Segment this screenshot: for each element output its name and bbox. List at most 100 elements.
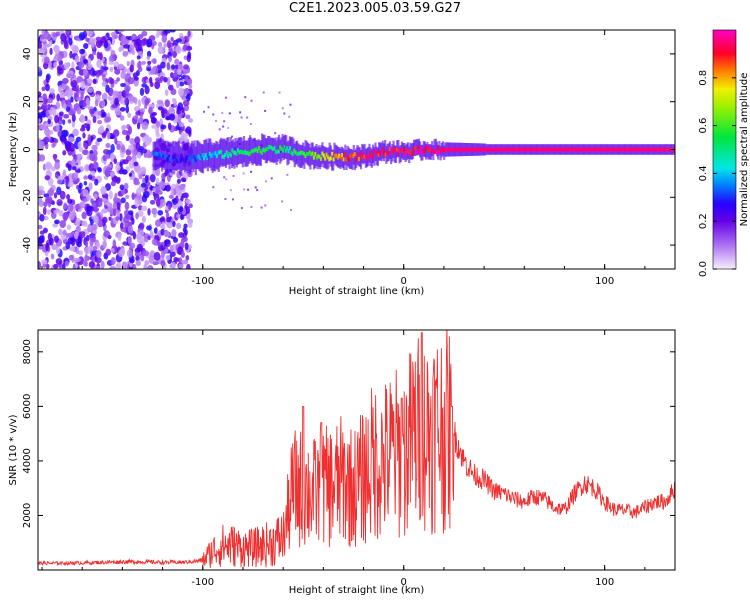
heatmap-noise-cell bbox=[59, 190, 66, 200]
heatmap-ridge-cell bbox=[502, 147, 505, 152]
heatmap-noise-cell bbox=[43, 30, 50, 40]
heatmap-ridge-cell bbox=[194, 158, 197, 163]
heatmap-ridge-halo bbox=[320, 145, 323, 168]
heatmap-noise-cell bbox=[156, 120, 160, 128]
heatmap-noise-cell bbox=[97, 126, 105, 134]
heatmap-noise-cell bbox=[128, 160, 135, 169]
colorbar-tick-label: 0.8 bbox=[698, 70, 709, 86]
heatmap-noise-cell bbox=[174, 195, 179, 204]
heatmap-noise-cell bbox=[110, 170, 115, 177]
heatmap-ridge-cell bbox=[483, 147, 486, 152]
heatmap-ridge-cell bbox=[335, 153, 338, 158]
heatmap-ridge-cell bbox=[397, 151, 400, 156]
heatmap-ridge-halo bbox=[304, 139, 307, 163]
heatmap-ridge-halo bbox=[291, 136, 294, 161]
colorbar-segment bbox=[713, 223, 736, 226]
heatmap-noise-cell bbox=[227, 126, 230, 129]
heatmap-noise-cell bbox=[67, 203, 74, 212]
heatmap-ridge-halo bbox=[390, 146, 393, 165]
heatmap-noise-cell bbox=[44, 175, 51, 181]
heatmap-noise-cell bbox=[80, 99, 87, 108]
heatmap-ridge-cell bbox=[196, 155, 199, 160]
heatmap-ridge-cell bbox=[557, 147, 560, 152]
heatmap-noise-cell bbox=[66, 193, 71, 200]
colorbar-segment bbox=[713, 143, 736, 147]
heatmap-ridge-cell bbox=[348, 157, 351, 162]
heatmap-ridge-cell bbox=[387, 151, 390, 156]
heatmap-noise-cell bbox=[247, 188, 250, 191]
heatmap-noise-cell bbox=[38, 97, 44, 105]
heatmap-noise-cell bbox=[64, 260, 70, 267]
heatmap-noise-cell bbox=[45, 110, 49, 117]
heatmap-noise-cell bbox=[186, 263, 191, 269]
heatmap-noise-cell bbox=[50, 253, 55, 260]
colorbar-segment bbox=[713, 187, 736, 190]
heatmap-noise-cell bbox=[110, 134, 116, 140]
heatmap-noise-cell bbox=[119, 115, 125, 121]
heatmap-noise-cell bbox=[85, 37, 90, 42]
heatmap-ridge-cell bbox=[197, 154, 200, 159]
heatmap-noise-cell bbox=[222, 125, 225, 128]
heatmap-ridge-cell bbox=[443, 147, 446, 152]
heatmap-noise-cell bbox=[86, 30, 93, 37]
heatmap-ridge-cell bbox=[414, 146, 417, 151]
heatmap-noise-cell bbox=[85, 97, 90, 106]
heatmap-ridge-cell bbox=[440, 147, 443, 152]
heatmap-noise-cell bbox=[92, 245, 98, 252]
heatmap-noise-cell bbox=[114, 192, 118, 202]
heatmap-ridge-cell bbox=[419, 146, 422, 151]
heatmap-noise-cell bbox=[38, 224, 43, 230]
heatmap-noise-cell bbox=[96, 51, 101, 60]
heatmap-ridge-cell bbox=[616, 147, 619, 152]
line-y-tick-label: 2000 bbox=[22, 503, 33, 528]
heatmap-ridge-cell bbox=[408, 149, 411, 154]
heatmap-noise-cell bbox=[67, 237, 74, 245]
heatmap-ridge-halo bbox=[443, 145, 446, 160]
heatmap-ridge-cell bbox=[208, 151, 211, 156]
heatmap-ridge-halo bbox=[393, 145, 396, 163]
heatmap-noise-cell bbox=[110, 181, 116, 187]
heatmap-noise-cell bbox=[260, 206, 263, 209]
heatmap-noise-cell bbox=[71, 158, 76, 167]
heatmap-ridge-cell bbox=[290, 150, 293, 155]
heatmap-noise-cell bbox=[128, 210, 134, 216]
colorbar-segment bbox=[713, 131, 736, 135]
heatmap-ridge-cell bbox=[363, 154, 366, 159]
heatmap-ridge-cell bbox=[574, 147, 577, 152]
heatmap-ridge-cell bbox=[449, 147, 452, 152]
heatmap-noise-cell bbox=[286, 173, 289, 176]
heatmap-ridge-cell bbox=[529, 147, 532, 152]
heatmap-noise-cell bbox=[97, 167, 102, 173]
colorbar-segment bbox=[713, 145, 736, 149]
heatmap-noise-cell bbox=[160, 61, 166, 69]
heatmap-ridge-cell bbox=[447, 147, 450, 152]
heatmap-noise-cell bbox=[274, 132, 277, 135]
heatmap-ridge-cell bbox=[404, 151, 407, 156]
colorbar-segment bbox=[713, 113, 736, 117]
heatmap-noise-cell bbox=[156, 30, 161, 36]
heatmap-noise-cell bbox=[167, 204, 171, 210]
heatmap-noise-cell bbox=[183, 64, 190, 70]
heatmap-ridge-cell bbox=[554, 147, 557, 152]
heatmap-noise-cell bbox=[38, 42, 43, 49]
heatmap-noise-cell bbox=[262, 91, 265, 94]
heatmap-noise-cell bbox=[143, 264, 148, 269]
heatmap-noise-cell bbox=[53, 209, 59, 214]
heatmap-noise-cell bbox=[240, 116, 243, 119]
colorbar-segment bbox=[713, 101, 736, 105]
heatmap-ridge-cell bbox=[391, 150, 394, 155]
heatmap-ridge-cell bbox=[433, 149, 436, 154]
heatmap-noise-cell bbox=[83, 175, 89, 180]
colorbar-segment bbox=[713, 39, 736, 43]
heatmap-ridge-cell bbox=[332, 157, 335, 162]
colorbar-segment bbox=[713, 35, 736, 39]
heatmap-noise-cell bbox=[264, 109, 267, 112]
heatmap-ridge-cell bbox=[158, 155, 161, 160]
heatmap-noise-cell bbox=[62, 169, 67, 177]
heatmap-noise-cell bbox=[185, 114, 191, 120]
heatmap-noise-cell bbox=[121, 144, 126, 153]
heatmap-ridge-halo bbox=[329, 145, 332, 167]
heatmap-ridge-halo bbox=[183, 143, 187, 173]
colorbar-segment bbox=[713, 221, 736, 224]
heatmap-noise-cell bbox=[141, 205, 148, 212]
